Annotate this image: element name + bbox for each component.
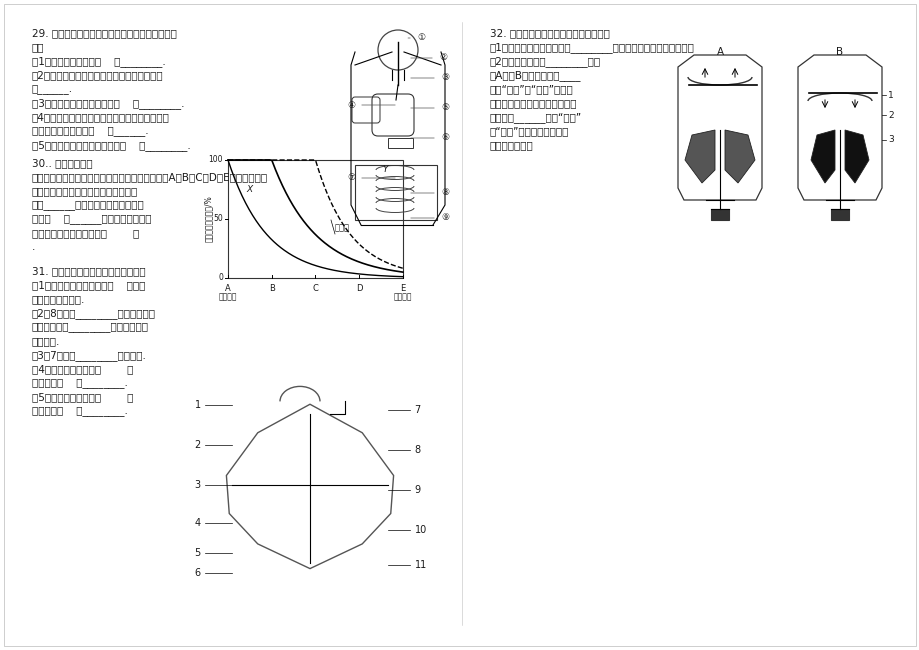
- Text: 11: 11: [414, 560, 426, 570]
- Text: 蛋白质: 蛋白质: [335, 224, 349, 233]
- Text: 5: 5: [194, 548, 200, 558]
- Text: 2: 2: [194, 440, 200, 450]
- Text: A: A: [225, 284, 231, 293]
- Text: 肺内气压______（填“高于”: 肺内气压______（填“高于”: [490, 112, 582, 123]
- Text: 9: 9: [414, 485, 420, 495]
- Text: 里面流动的是________（填动脉血或: 里面流动的是________（填动脉血或: [32, 322, 149, 332]
- Text: ⑥: ⑥: [440, 133, 448, 142]
- Text: 32. 右图为模拟人体呼吸运动图，请回答: 32. 右图为模拟人体呼吸运动图，请回答: [490, 28, 609, 38]
- Text: （3）7指的是________（血管）.: （3）7指的是________（血管）.: [32, 350, 147, 361]
- Text: 线是______；蛋白质被消化的起始部: 线是______；蛋白质被消化的起始部: [32, 200, 144, 210]
- Text: 3: 3: [887, 135, 892, 144]
- Text: 0: 0: [218, 274, 222, 283]
- Text: 30.. 解读曲线图：: 30.. 解读曲线图：: [32, 158, 93, 168]
- Text: （口腔）: （口腔）: [219, 292, 237, 301]
- Polygon shape: [811, 130, 834, 183]
- Text: 50: 50: [213, 214, 222, 224]
- Text: 或“低于”）外界的大气压，: 或“低于”）外界的大气压，: [490, 126, 569, 136]
- Bar: [710, 209, 728, 220]
- Text: B: B: [268, 284, 275, 293]
- Text: （4）既能分泌消化液消化食物，又能分泌胰岛素: （4）既能分泌消化液消化食物，又能分泌胰岛素: [32, 112, 170, 122]
- Text: C: C: [312, 284, 318, 293]
- Text: （1）这个模型中的气球代表________，它是呼吸系统的主要器官。: （1）这个模型中的气球代表________，它是呼吸系统的主要器官。: [490, 42, 694, 53]
- Text: 』______.: 』______.: [32, 84, 73, 94]
- Text: （4）体循环的起点是『        』: （4）体循环的起点是『 』: [32, 364, 133, 374]
- Text: 6: 6: [195, 568, 200, 578]
- Text: ，终点是『    』________.: ，终点是『 』________.: [32, 378, 128, 388]
- Text: 静脉血）.: 静脉血）.: [32, 336, 61, 346]
- Polygon shape: [844, 130, 868, 183]
- Text: 31. 右图是心脏解剖图，据图回答何题: 31. 右图是心脏解剖图，据图回答何题: [32, 266, 145, 276]
- Text: 气体进入肺里。: 气体进入肺里。: [490, 140, 533, 150]
- Text: 3: 3: [195, 480, 200, 490]
- Bar: [388, 138, 413, 148]
- Text: 1: 1: [887, 90, 892, 99]
- Bar: [355, 165, 437, 220]
- Text: 的程度。图中表示淠粉被消化过程的曲: 的程度。图中表示淠粉被消化过程的曲: [32, 186, 138, 196]
- Polygon shape: [685, 130, 714, 183]
- Text: D: D: [356, 284, 362, 293]
- Text: 下图表示淠粉、脂肪、蛋白质在消化道各部位（用A、B、C、D、E表示）被消化: 下图表示淠粉、脂肪、蛋白质在消化道各部位（用A、B、C、D、E表示）被消化: [32, 172, 267, 182]
- Text: ⑤: ⑤: [440, 103, 448, 112]
- Text: （5）淠粉被消化的起始部位是『    』________.: （5）淠粉被消化的起始部位是『 』________.: [32, 140, 190, 151]
- Text: （5）肺循环的起点是『        』: （5）肺循环的起点是『 』: [32, 392, 133, 402]
- Text: ①: ①: [416, 34, 425, 42]
- Text: （2）8指的是________（血管），它: （2）8指的是________（血管），它: [32, 308, 156, 319]
- Text: E: E: [400, 284, 405, 293]
- Text: 1: 1: [195, 400, 200, 410]
- Text: ⑧: ⑧: [440, 188, 448, 198]
- Text: A: A: [716, 47, 722, 57]
- Text: （1）在心脏的四个心腔中『    』的壁: （1）在心脏的四个心腔中『 』的壁: [32, 280, 145, 290]
- Text: 最厚，（填序号）.: 最厚，（填序号）.: [32, 294, 85, 304]
- Text: 顶部下降，胸腔上下径也增大，: 顶部下降，胸腔上下径也增大，: [490, 98, 577, 108]
- Text: ，终点是『    』________.: ，终点是『 』________.: [32, 406, 128, 416]
- Text: 8: 8: [414, 445, 420, 455]
- Text: （填“收缩”或“舒张”），隔: （填“收缩”或“舒张”），隔: [490, 84, 573, 94]
- Text: （大肠）: （大肠）: [393, 292, 412, 301]
- Text: 100: 100: [209, 155, 222, 164]
- Text: ⑨: ⑨: [440, 213, 448, 222]
- Text: ③: ③: [440, 73, 448, 83]
- Text: ⑦: ⑦: [346, 174, 355, 183]
- Text: 4: 4: [195, 518, 200, 528]
- Text: B: B: [835, 47, 843, 57]
- Text: 位是『    』______；淠粉、脂肪、蛋: 位是『 』______；淠粉、脂肪、蛋: [32, 214, 152, 224]
- Bar: [830, 209, 848, 220]
- Text: 图A或图B），这时隔肌____: 图A或图B），这时隔肌____: [490, 70, 581, 81]
- Text: X: X: [245, 185, 252, 194]
- Text: （2）人体消化食物和吸收营养的主要场所是『: （2）人体消化食物和吸收营养的主要场所是『: [32, 70, 164, 80]
- Polygon shape: [724, 130, 754, 183]
- Text: （3）能初步消化蛋白质的是『    』________.: （3）能初步消化蛋白质的是『 』________.: [32, 98, 185, 109]
- Text: 10: 10: [414, 525, 426, 535]
- Text: （1）能分泌胆汁的是『    』________.: （1）能分泌胆汁的是『 』________.: [32, 56, 165, 67]
- Text: 2: 2: [887, 111, 892, 120]
- Text: 29. 右图是人体消化系统模式图，据图回答下列问: 29. 右图是人体消化系统模式图，据图回答下列问: [32, 28, 176, 38]
- Text: 养料被消化的程度/%: 养料被消化的程度/%: [203, 196, 212, 242]
- Text: ②: ②: [438, 53, 447, 62]
- Text: 7: 7: [414, 405, 420, 415]
- Text: 来调节血糖浓度的是『    』______.: 来调节血糖浓度的是『 』______.: [32, 126, 149, 136]
- Text: ④: ④: [346, 101, 355, 109]
- Bar: [228, 160, 403, 278]
- Text: 白质被消化的主要部位是『        』: 白质被消化的主要部位是『 』: [32, 228, 139, 238]
- Text: Y: Y: [382, 166, 388, 174]
- Text: （2）表示吸气的是________（填: （2）表示吸气的是________（填: [490, 56, 600, 67]
- Text: .: .: [32, 242, 35, 252]
- Text: 题：: 题：: [32, 42, 44, 52]
